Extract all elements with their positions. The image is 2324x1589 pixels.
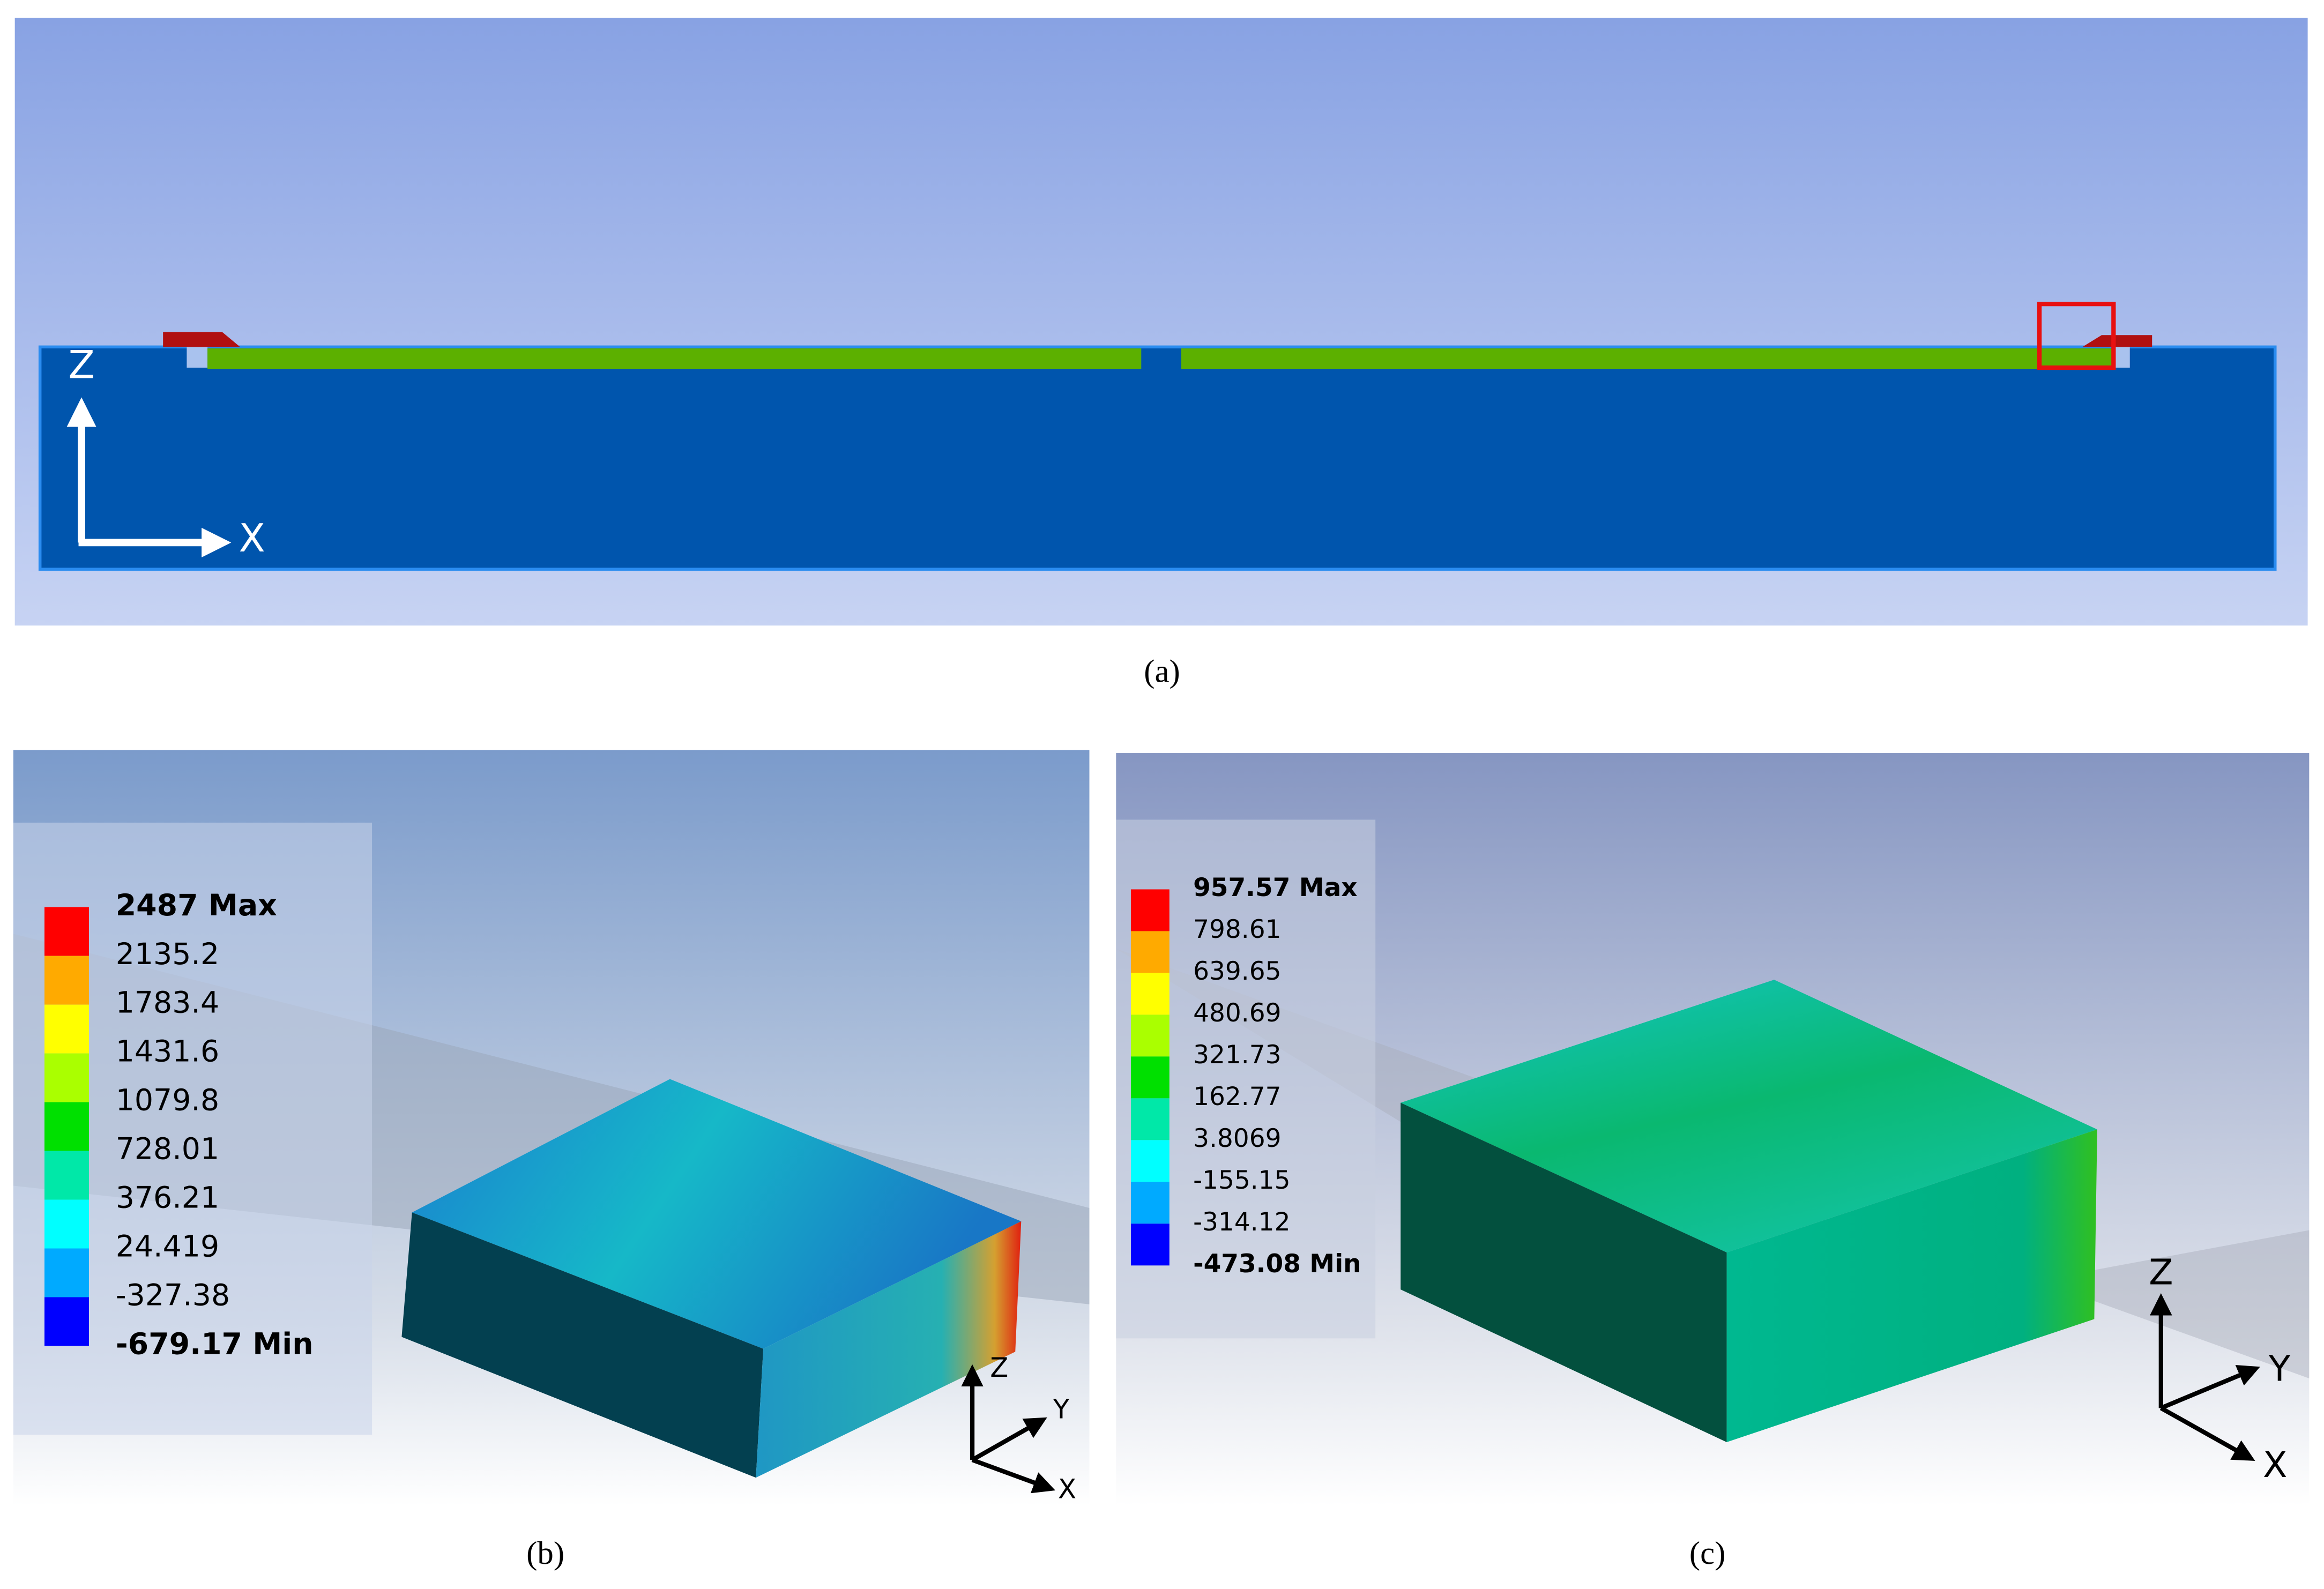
panel-b: Z Y X 2487 Max 2135.2 1783.4 1431.6 1079.8 72… [13,750,1090,1571]
color-band [1130,1182,1170,1224]
legend-level: 1431.6 [116,1035,220,1069]
block-front [1401,1102,1727,1442]
block-top [1401,980,2097,1252]
color-band [1130,1056,1170,1099]
legend-level: -155.15 [1193,1166,1290,1195]
pad [163,332,240,347]
panel-a: Z X (a) [14,18,2308,689]
color-band [44,956,89,1005]
strip [1181,348,2112,369]
axis-label: Z [990,1352,1008,1383]
axis-label: Y [2268,1347,2291,1389]
legend-level: 24.419 [116,1230,220,1264]
color-band [1130,889,1170,931]
caption: (a) [1144,653,1180,689]
legend-level: 376.21 [116,1181,220,1215]
block-front [401,1212,764,1478]
color-band [1130,1224,1170,1266]
color-band [44,1004,89,1054]
axis-label: Y [1053,1393,1070,1424]
legend: 2487 Max 2135.2 1783.4 1431.6 1079.8 728.01 37… [44,889,314,1362]
panel-c: Z Y X 957.57 Max 798.61 639.65 480.69 321.73… [1116,753,2310,1571]
legend-level: -327.38 [116,1279,230,1313]
legend-level: 1079.8 [116,1084,220,1118]
axis-label: Z [2149,1251,2173,1293]
substrate [38,345,2277,571]
caption: (b) [526,1535,564,1571]
block-side [756,1221,1022,1478]
color-band [44,1199,89,1249]
color-band [1130,1140,1170,1182]
color-band [44,1102,89,1151]
pad [2082,335,2152,347]
legend-level: 1783.4 [116,986,220,1020]
legend-level: 3.8069 [1193,1124,1281,1153]
block-top [412,1079,1022,1349]
legend-level: 728.01 [116,1132,220,1167]
highlight-box [2037,302,2116,370]
color-band [1130,973,1170,1015]
color-band [44,907,89,956]
legend-level: 798.61 [1193,915,1281,944]
color-band [44,1248,89,1297]
axis-label: Z [68,342,94,387]
axis-arrow [971,1458,1056,1494]
legend: 957.57 Max 798.61 639.65 480.69 321.73 162.77… [1130,873,1361,1279]
axis-label: X [239,516,265,561]
axis-arrow [2159,1406,2255,1461]
caption: (c) [1689,1535,1726,1571]
legend-level: 2135.2 [116,937,220,972]
legend-min: -473.08 Min [1193,1249,1361,1279]
color-band [44,1297,89,1346]
color-band [1130,931,1170,973]
legend-level: 321.73 [1193,1040,1281,1070]
legend-level: -314.12 [1193,1207,1290,1237]
axis-label: X [1058,1474,1076,1505]
color-band [1130,1098,1170,1140]
legend-level: 162.77 [1193,1082,1281,1111]
legend-level: 480.69 [1193,998,1281,1028]
legend-max: 957.57 Max [1193,873,1358,902]
legend-max: 2487 Max [116,889,277,923]
axis-arrow [2160,1365,2260,1411]
legend-min: -679.17 Min [116,1327,314,1362]
color-band [44,1053,89,1102]
color-band [44,1151,89,1200]
color-band [1130,1014,1170,1057]
legend-level: 639.65 [1193,957,1281,986]
axis-label: X [2263,1444,2287,1486]
notch [187,347,208,368]
block-side [1726,1129,2097,1442]
axis-arrow [971,1417,1047,1462]
strip [207,348,1142,369]
